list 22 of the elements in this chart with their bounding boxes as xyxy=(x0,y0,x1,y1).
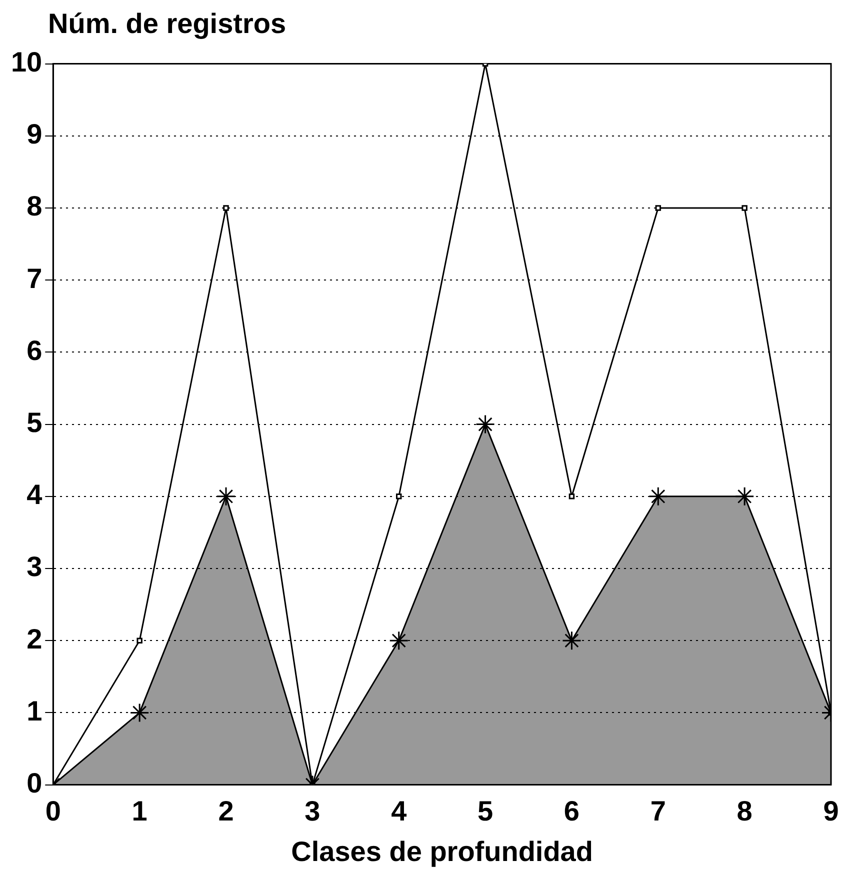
y-tick-label: 7 xyxy=(26,262,42,294)
x-tick-label: 5 xyxy=(477,795,494,826)
y-tick-label: 6 xyxy=(26,334,42,366)
y-tick-label: 2 xyxy=(26,623,42,654)
y-tick-label: 0 xyxy=(26,768,42,799)
x-tick-label: 3 xyxy=(304,795,320,826)
y-tick-label: 9 xyxy=(26,118,42,150)
y-tick-label: 4 xyxy=(26,479,43,510)
y-axis-title: Núm. de registros xyxy=(47,8,288,41)
x-tick-label: 7 xyxy=(650,795,666,826)
x-tick-label: 8 xyxy=(736,795,752,826)
x-tick-label: 6 xyxy=(564,795,580,826)
y-tick-label: 8 xyxy=(26,190,42,222)
y-tick-label: 10 xyxy=(10,46,42,78)
y-tick-label: 3 xyxy=(26,551,42,582)
y-tick-label: 1 xyxy=(26,695,42,726)
x-tick-label: 2 xyxy=(218,795,234,826)
x-tick-label: 9 xyxy=(823,795,839,826)
x-tick-label: 1 xyxy=(132,795,148,826)
x-axis-title: Clases de profundidad xyxy=(291,836,593,867)
x-tick-label: 4 xyxy=(391,795,408,826)
y-tick-label: 5 xyxy=(26,407,42,438)
